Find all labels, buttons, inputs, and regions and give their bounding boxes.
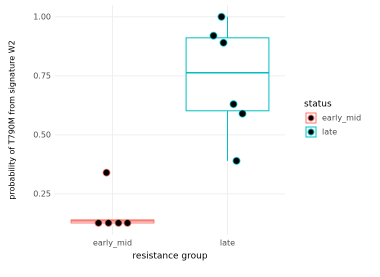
y-tick-label: 1.00: [33, 12, 51, 21]
x-tick-label: late: [220, 239, 235, 248]
point: [217, 12, 226, 21]
box: [185, 37, 270, 112]
point: [102, 168, 111, 177]
point: [219, 38, 228, 47]
legend-point: [307, 114, 315, 122]
y-tick-label: 0.25: [33, 189, 51, 198]
point: [123, 219, 132, 227]
legend-title: status: [304, 100, 332, 110]
x-axis-title: resistance group: [132, 252, 207, 262]
x-tick-label: early_mid: [93, 239, 132, 248]
y-axis-title: probability of T790M from signature W2: [8, 40, 17, 199]
y-tick-label: 0.75: [33, 71, 51, 80]
legend-label: late: [322, 128, 337, 137]
point: [229, 100, 238, 109]
point: [114, 219, 123, 227]
y-tick-label: 0.50: [33, 130, 51, 139]
point: [104, 219, 113, 227]
point: [232, 156, 241, 165]
legend-label: early_mid: [322, 114, 361, 123]
legend-point: [307, 128, 315, 136]
point: [94, 219, 103, 227]
point: [238, 109, 247, 118]
point: [209, 31, 218, 40]
